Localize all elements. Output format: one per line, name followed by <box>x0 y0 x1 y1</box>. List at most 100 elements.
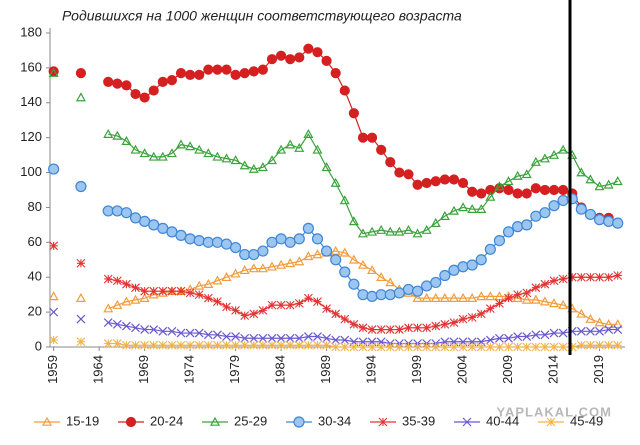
data-point <box>404 323 413 333</box>
data-point <box>248 163 259 173</box>
data-point <box>357 259 368 269</box>
data-point <box>458 292 469 302</box>
legend-marker <box>209 416 221 426</box>
data-point <box>121 80 132 91</box>
x-tick-label: 1969 <box>136 355 151 384</box>
data-point <box>211 236 224 248</box>
data-point <box>513 290 523 300</box>
data-point <box>294 333 304 343</box>
y-tick-label: 0 <box>35 338 42 353</box>
data-point <box>222 340 231 350</box>
data-point <box>140 340 150 350</box>
data-point <box>376 144 387 155</box>
y-tick-label: 80 <box>28 199 42 214</box>
data-point <box>548 184 560 196</box>
x-tick-label: 1989 <box>318 355 333 384</box>
data-point <box>349 342 359 352</box>
y-tick-label: 60 <box>28 234 42 249</box>
data-point <box>413 342 422 352</box>
data-point <box>75 292 86 302</box>
data-point <box>167 286 177 296</box>
data-point <box>130 144 141 154</box>
data-point <box>185 288 195 298</box>
data-point <box>322 304 331 314</box>
data-point <box>112 276 122 286</box>
data-point <box>576 340 586 350</box>
data-point <box>576 167 587 177</box>
data-point <box>149 340 159 350</box>
data-point <box>230 69 241 80</box>
data-point <box>404 342 413 352</box>
data-point <box>367 226 378 236</box>
data-point <box>303 128 314 138</box>
data-point <box>394 167 405 178</box>
data-point <box>330 177 341 187</box>
data-point <box>366 132 378 143</box>
data-point <box>231 305 240 315</box>
data-point <box>303 43 314 54</box>
legend-marker <box>462 417 472 427</box>
data-point <box>495 342 504 352</box>
data-point <box>48 291 59 301</box>
data-point <box>221 64 232 75</box>
data-point <box>285 54 296 65</box>
data-point <box>75 68 87 79</box>
data-point <box>485 304 495 314</box>
data-point <box>448 292 459 302</box>
data-point <box>48 163 60 175</box>
data-point <box>549 149 560 159</box>
data-point <box>467 312 477 322</box>
data-point <box>121 296 132 306</box>
data-point <box>348 278 360 290</box>
data-point <box>276 300 286 310</box>
watermark: YAPLAKAL.COM <box>496 404 612 419</box>
data-point <box>213 340 222 350</box>
data-point <box>76 314 86 324</box>
data-point <box>176 328 186 338</box>
data-point <box>595 272 604 282</box>
data-point <box>376 271 387 282</box>
data-point <box>385 277 396 287</box>
data-point <box>285 333 295 343</box>
data-point <box>122 279 131 289</box>
data-point <box>348 108 359 119</box>
data-point <box>439 292 450 302</box>
data-point <box>139 148 150 158</box>
data-point <box>531 342 541 352</box>
data-point <box>49 335 59 345</box>
data-point <box>576 326 586 336</box>
data-point <box>111 205 123 217</box>
data-point <box>422 323 432 333</box>
data-point <box>339 247 350 257</box>
data-point <box>357 289 369 301</box>
data-point <box>475 254 487 266</box>
data-point <box>166 148 177 158</box>
data-point <box>130 294 141 304</box>
data-point <box>294 256 305 266</box>
data-point <box>239 265 250 275</box>
data-point <box>120 207 133 219</box>
data-point <box>575 203 587 215</box>
legend-label: 15-19 <box>66 413 99 428</box>
data-point <box>258 333 268 343</box>
data-point <box>349 319 359 329</box>
data-point <box>594 317 605 327</box>
data-point <box>49 307 59 317</box>
data-point <box>76 258 86 268</box>
data-point <box>303 332 313 341</box>
data-point <box>303 251 314 261</box>
data-point <box>267 300 277 310</box>
data-point <box>313 332 322 341</box>
data-point <box>222 332 231 341</box>
data-point <box>576 308 587 318</box>
data-point <box>584 208 597 221</box>
data-point <box>258 305 268 315</box>
data-point <box>439 174 450 185</box>
data-point <box>493 234 506 247</box>
data-point <box>521 219 533 231</box>
data-point <box>167 340 177 350</box>
legend-marker <box>546 417 556 427</box>
y-tick-label: 120 <box>20 129 42 144</box>
legend-label: 45-49 <box>570 413 603 428</box>
data-point <box>140 325 150 334</box>
